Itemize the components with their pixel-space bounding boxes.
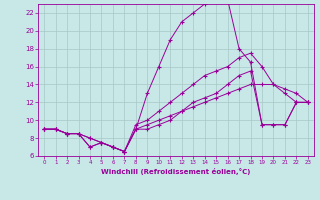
X-axis label: Windchill (Refroidissement éolien,°C): Windchill (Refroidissement éolien,°C) [101, 168, 251, 175]
